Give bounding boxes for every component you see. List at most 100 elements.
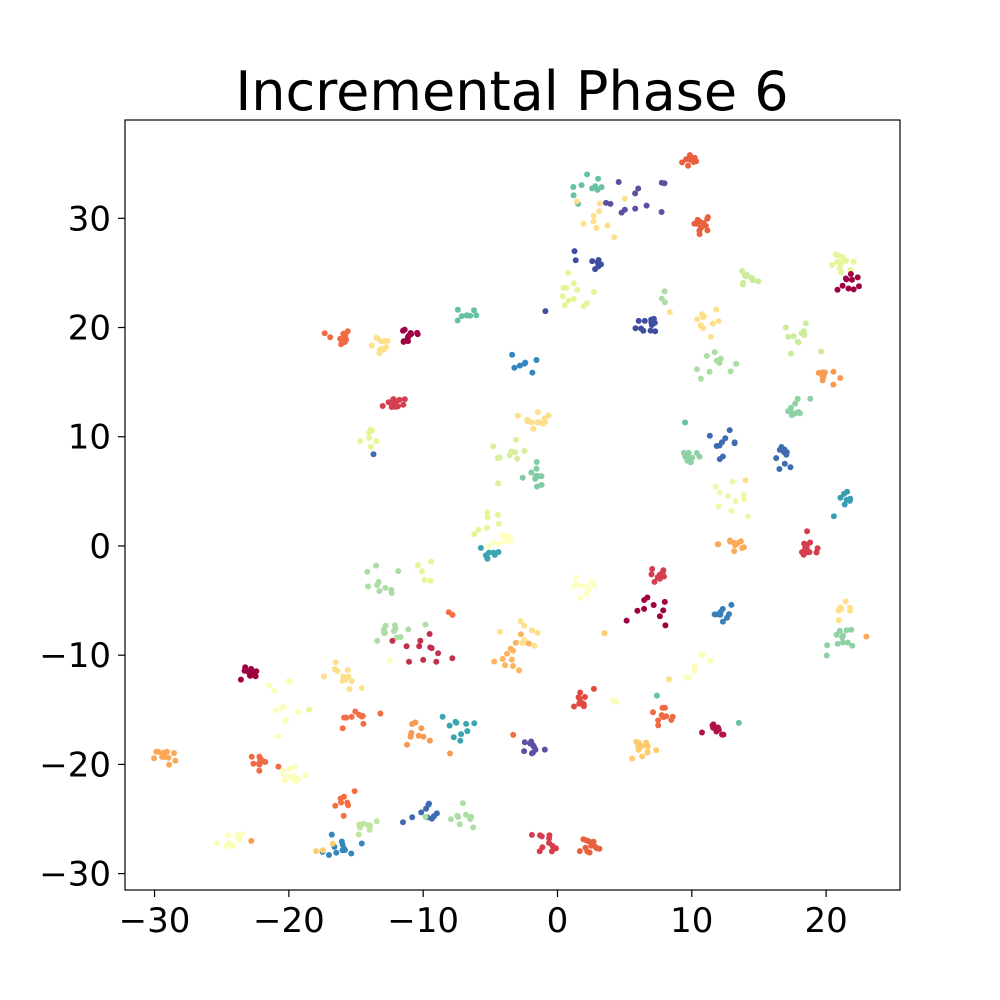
scatter-point [153, 748, 160, 755]
scatter-point [576, 595, 583, 602]
scatter-point [849, 276, 855, 283]
scatter-point [477, 544, 484, 551]
scatter-point [454, 812, 461, 819]
scatter-point [447, 750, 453, 757]
scatter-point [290, 773, 297, 780]
scatter-point [835, 617, 842, 624]
scatter-point [385, 399, 392, 406]
scatter-point [578, 582, 585, 589]
scatter-point [651, 578, 658, 585]
scatter-point [641, 317, 648, 324]
scatter-point [704, 227, 711, 234]
scatter-point [376, 588, 383, 594]
scatter-point [490, 549, 497, 556]
scatter-point [590, 218, 597, 225]
scatter-point [340, 330, 347, 337]
scatter-point [282, 717, 289, 724]
scatter-point [360, 720, 367, 727]
scatter-point [453, 719, 460, 726]
scatter-point [400, 819, 406, 826]
scatter-point [584, 584, 591, 590]
scatter-point [716, 489, 723, 496]
scatter-point [538, 833, 545, 840]
scatter-point [463, 811, 469, 818]
scatter-point [686, 152, 693, 159]
scatter-point [356, 824, 363, 831]
scatter-point [594, 186, 601, 193]
scatter-point [471, 531, 478, 538]
scatter-point [615, 179, 622, 185]
scatter-point [708, 333, 714, 340]
scatter-point [595, 257, 602, 263]
scatter-point [589, 258, 596, 265]
scatter-point [529, 369, 536, 376]
scatter-point [830, 381, 837, 388]
scatter-point [428, 558, 435, 565]
scatter-point [666, 309, 673, 316]
scatter-point [248, 837, 255, 844]
scatter-point [694, 316, 701, 323]
scatter-point [578, 182, 585, 189]
scatter-point [545, 412, 552, 419]
scatter-point [468, 813, 475, 820]
scatter-point [377, 710, 384, 717]
scatter-point [495, 480, 502, 487]
scatter-point [559, 293, 566, 300]
scatter-point [367, 443, 374, 450]
scatter-point [367, 822, 373, 829]
scatter-point [656, 613, 663, 620]
scatter-point [639, 753, 646, 760]
scatter-point [364, 568, 371, 575]
scatter-point [662, 622, 669, 629]
scatter-point [162, 749, 169, 756]
scatter-point [813, 549, 820, 556]
scatter-point [428, 815, 435, 822]
scatter-point [225, 832, 231, 839]
scatter-point [332, 659, 339, 666]
scatter-point [652, 328, 659, 335]
scatter-point [358, 685, 365, 691]
scatter-point [717, 355, 724, 362]
scatter-point [370, 451, 377, 458]
scatter-point [570, 295, 577, 302]
scatter-point [635, 746, 642, 753]
scatter-point [850, 286, 857, 293]
scatter-point [494, 455, 501, 462]
scatter-point [644, 749, 651, 756]
scatter-point [565, 269, 572, 276]
scatter-point [571, 583, 578, 590]
scatter-point [475, 526, 482, 533]
scatter-point [837, 494, 844, 501]
scatter-point [732, 498, 739, 505]
x-tick-label: −10 [387, 901, 459, 941]
scatter-point [433, 810, 440, 817]
scatter-point [830, 513, 837, 520]
scatter-point [326, 852, 332, 858]
scatter-point [735, 719, 742, 726]
scatter-point [843, 496, 850, 503]
scatter-point [484, 524, 490, 531]
scatter-point [635, 185, 642, 192]
scatter-point [499, 655, 506, 662]
scatter-point [633, 738, 640, 745]
scatter-point [834, 286, 841, 293]
scatter-point [843, 257, 850, 264]
scatter-point [496, 541, 503, 547]
scatter-point [704, 215, 711, 222]
scatter-point [653, 692, 660, 699]
scatter-point [727, 368, 734, 375]
scatter-point [828, 262, 835, 268]
scatter-point [292, 778, 299, 784]
scatter-point [275, 763, 282, 770]
scatter-point [382, 629, 388, 636]
scatter-point [571, 703, 577, 710]
scatter-point [496, 628, 503, 635]
scatter-point [833, 631, 840, 638]
scatter-point [572, 574, 579, 581]
scatter-point [799, 549, 805, 556]
scatter-point [838, 605, 845, 612]
scatter-point [506, 452, 513, 459]
scatter-point [830, 368, 837, 375]
y-tick-label: 10 [68, 418, 111, 458]
